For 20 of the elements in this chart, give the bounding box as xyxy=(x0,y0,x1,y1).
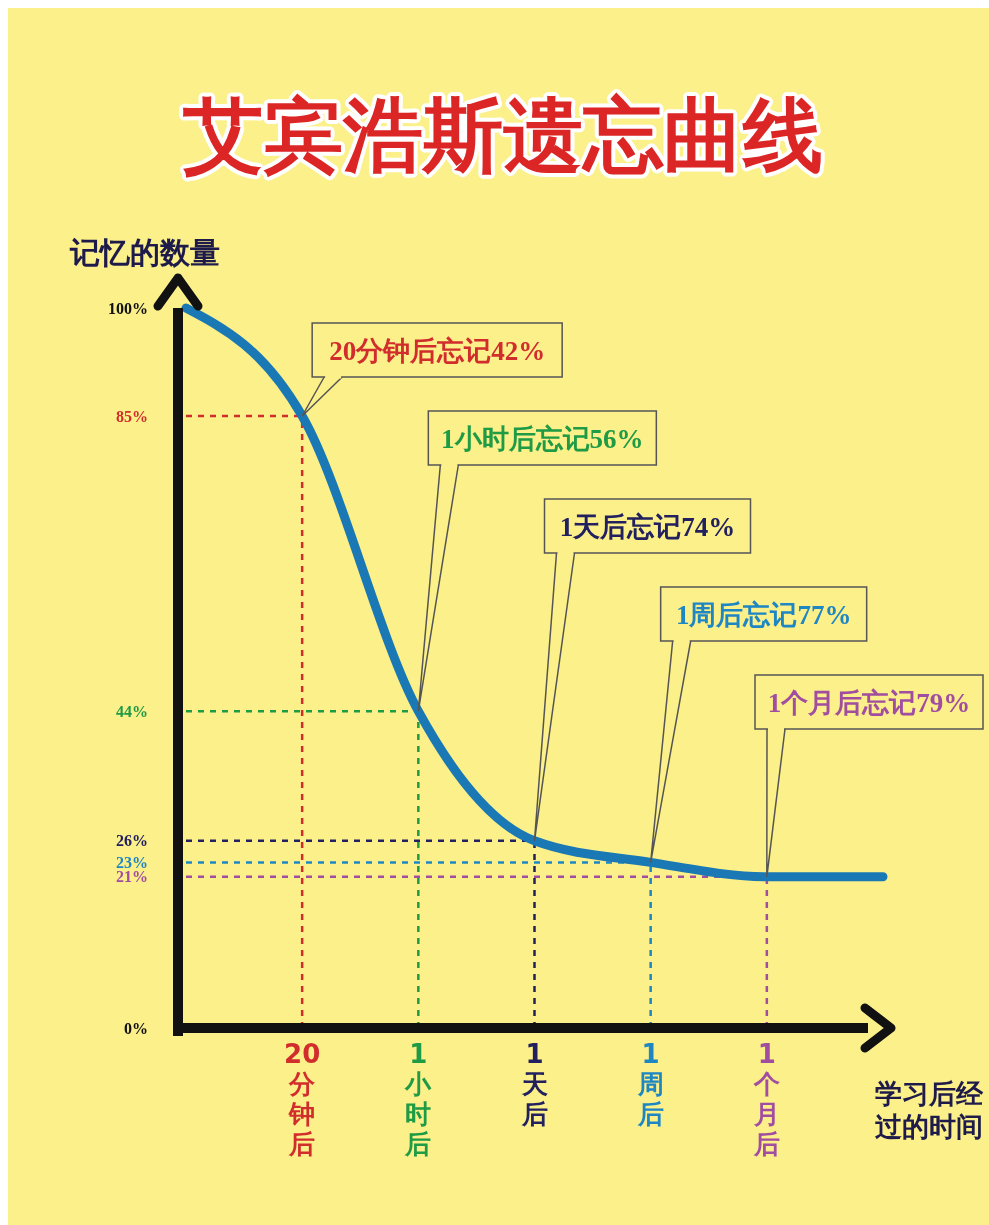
y-tick-label: 100% xyxy=(108,299,148,317)
annotation: 1周后忘记77% xyxy=(675,599,852,630)
y-tick-label: 21% xyxy=(116,868,148,886)
chart-title: 艾宾浩斯遗忘曲线 xyxy=(182,89,823,182)
y-tick-label: 85% xyxy=(116,407,148,425)
x-axis-title: 学习后经过的时间 xyxy=(874,1078,984,1142)
annotation: 1小时后忘记56% xyxy=(441,423,644,454)
y-tick-label: 26% xyxy=(116,832,148,850)
x-tick-label: 1小时后 xyxy=(404,1039,433,1159)
x-tick-label: 20分钟后 xyxy=(284,1039,321,1159)
y-tick-label: 44% xyxy=(116,702,148,720)
x-tick-label: 1个月后 xyxy=(752,1039,780,1159)
x-tick-label: 1周后 xyxy=(636,1039,664,1129)
y-axis-title: 记忆的数量 xyxy=(69,235,220,270)
y-tick-label: 0% xyxy=(124,1019,148,1037)
y-tick-label: 23% xyxy=(116,854,148,871)
x-tick-label: 1天后 xyxy=(520,1039,548,1129)
annotation: 1个月后忘记79% xyxy=(767,687,971,718)
annotation: 1天后忘记74% xyxy=(559,511,736,542)
annotation: 20分钟后忘记42% xyxy=(329,335,546,366)
